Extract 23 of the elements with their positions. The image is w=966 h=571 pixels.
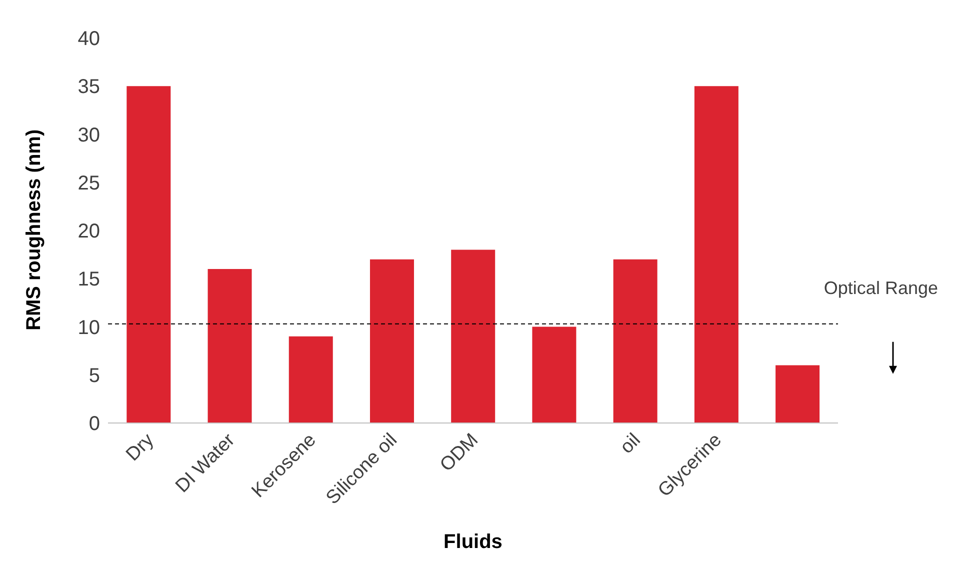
x-tick-label: Dry	[122, 429, 158, 466]
bar	[288, 336, 333, 423]
bar	[776, 365, 820, 423]
bar	[126, 86, 171, 423]
y-tick-label: 10	[78, 316, 100, 339]
y-axis-title: RMS roughness (nm)	[23, 129, 46, 330]
bar	[613, 259, 658, 423]
x-tick-label: oil	[616, 430, 645, 458]
y-tick-label: 5	[88, 364, 100, 387]
bar	[694, 86, 738, 423]
y-tick-label: 35	[78, 76, 100, 98]
y-tick-label: 15	[78, 268, 100, 291]
x-axis-title: Fluids	[444, 531, 502, 553]
bar	[208, 269, 252, 423]
bar	[370, 259, 414, 423]
ref-line-label: Optical Range	[824, 278, 938, 298]
y-tick-label: 0	[88, 413, 100, 436]
y-tick-label: 25	[78, 172, 100, 194]
bar	[451, 250, 496, 423]
y-tick-label: 30	[78, 124, 100, 146]
y-tick-label: 40	[78, 28, 100, 50]
y-tick-label: 20	[78, 220, 100, 243]
bar	[532, 326, 576, 423]
